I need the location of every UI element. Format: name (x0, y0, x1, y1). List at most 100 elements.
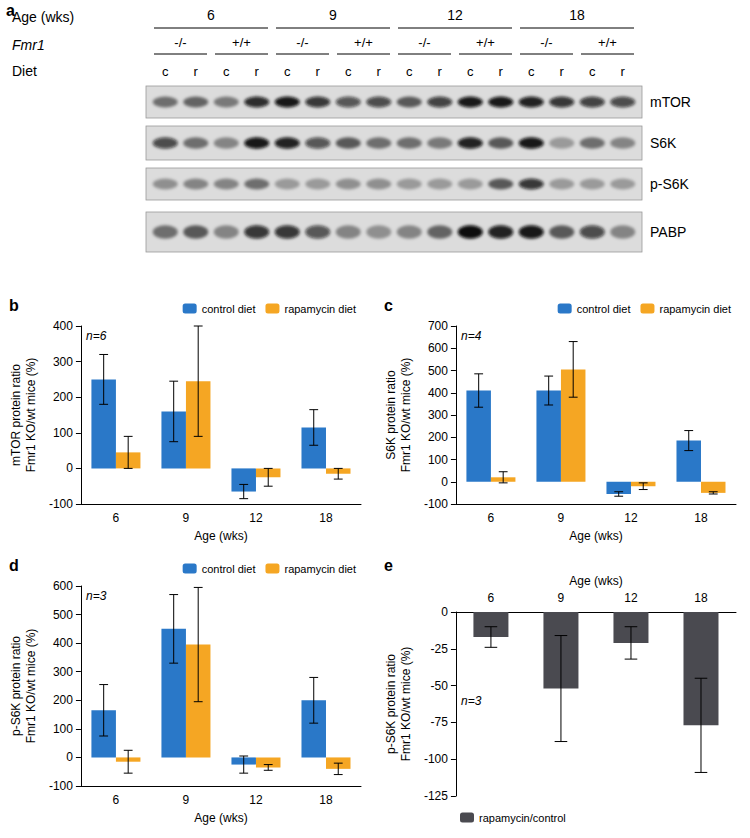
svg-text:PABP: PABP (650, 224, 686, 240)
svg-text:Diet: Diet (12, 63, 37, 79)
svg-text:S6K: S6K (650, 135, 677, 151)
svg-text:Fmr1 KO/wt mice (%): Fmr1 KO/wt mice (%) (24, 629, 38, 744)
svg-text:p-S6K protein ratio: p-S6K protein ratio (384, 654, 398, 754)
svg-text:rapamycin diet: rapamycin diet (659, 303, 731, 315)
svg-text:9: 9 (183, 511, 190, 525)
svg-text:Age (wks): Age (wks) (12, 9, 74, 25)
svg-text:-75: -75 (431, 715, 449, 729)
svg-text:0: 0 (66, 461, 73, 475)
svg-text:12: 12 (249, 511, 263, 525)
svg-text:r: r (560, 64, 565, 79)
svg-text:300: 300 (428, 408, 448, 422)
svg-text:9: 9 (558, 511, 565, 525)
svg-text:-100: -100 (424, 497, 448, 511)
svg-text:r: r (316, 64, 321, 79)
svg-text:0: 0 (441, 605, 448, 619)
svg-text:control diet: control diet (202, 563, 256, 575)
svg-text:control diet: control diet (577, 303, 631, 315)
svg-text:n=3: n=3 (86, 589, 107, 603)
svg-text:c: c (467, 64, 474, 79)
svg-text:d: d (9, 557, 19, 574)
svg-text:b: b (9, 297, 19, 314)
svg-text:e: e (384, 557, 393, 574)
svg-text:rapamycin diet: rapamycin diet (284, 303, 356, 315)
svg-text:+/+: +/+ (476, 35, 495, 50)
svg-text:r: r (194, 64, 199, 79)
svg-text:n=6: n=6 (86, 329, 107, 343)
svg-text:r: r (438, 64, 443, 79)
svg-text:-25: -25 (431, 642, 449, 656)
svg-text:n=3: n=3 (461, 694, 482, 708)
svg-text:-100: -100 (424, 752, 448, 766)
svg-text:500: 500 (53, 608, 73, 622)
svg-text:6: 6 (488, 591, 495, 605)
svg-text:9: 9 (183, 793, 190, 807)
svg-text:p-S6K: p-S6K (650, 176, 690, 192)
svg-text:c: c (589, 64, 596, 79)
svg-text:c: c (284, 64, 291, 79)
svg-text:-/-: -/- (174, 35, 186, 50)
svg-text:c: c (223, 64, 230, 79)
svg-text:+/+: +/+ (598, 35, 617, 50)
svg-text:18: 18 (569, 7, 585, 23)
svg-text:r: r (255, 64, 260, 79)
svg-text:c: c (345, 64, 352, 79)
svg-text:S6K protein ratio: S6K protein ratio (384, 370, 398, 460)
svg-text:-/-: -/- (418, 35, 430, 50)
svg-text:r: r (621, 64, 626, 79)
svg-text:c: c (162, 64, 169, 79)
svg-text:400: 400 (53, 319, 73, 333)
svg-text:mTOR: mTOR (650, 94, 691, 110)
svg-text:100: 100 (53, 426, 73, 440)
svg-text:0: 0 (66, 750, 73, 764)
svg-text:100: 100 (53, 722, 73, 736)
svg-text:400: 400 (53, 636, 73, 650)
svg-text:300: 300 (53, 665, 73, 679)
svg-text:rapamycin/control: rapamycin/control (479, 812, 566, 824)
svg-text:+/+: +/+ (232, 35, 251, 50)
svg-text:n=4: n=4 (461, 329, 482, 343)
svg-text:6: 6 (207, 7, 215, 23)
svg-text:12: 12 (624, 511, 638, 525)
svg-text:12: 12 (249, 793, 263, 807)
svg-text:Fmr1: Fmr1 (12, 37, 45, 53)
svg-text:Fmr1 KO/wt mice (%): Fmr1 KO/wt mice (%) (399, 647, 413, 762)
svg-text:c: c (406, 64, 413, 79)
svg-text:mTOR protein ratio: mTOR protein ratio (9, 364, 23, 466)
svg-text:18: 18 (319, 511, 333, 525)
svg-text:300: 300 (53, 355, 73, 369)
svg-text:12: 12 (447, 7, 463, 23)
svg-text:Age (wks): Age (wks) (569, 574, 622, 588)
svg-text:400: 400 (428, 386, 448, 400)
svg-text:Fmr1 KO/wt mice (%): Fmr1 KO/wt mice (%) (399, 358, 413, 473)
svg-text:p-S6K protein ratio: p-S6K protein ratio (9, 636, 23, 736)
svg-text:200: 200 (428, 430, 448, 444)
svg-text:200: 200 (53, 390, 73, 404)
svg-text:c: c (528, 64, 535, 79)
svg-text:Age (wks): Age (wks) (569, 529, 622, 543)
svg-text:6: 6 (113, 793, 120, 807)
svg-text:-100: -100 (49, 779, 73, 793)
svg-text:+/+: +/+ (354, 35, 373, 50)
svg-text:r: r (499, 64, 504, 79)
svg-text:18: 18 (694, 591, 708, 605)
svg-text:500: 500 (428, 364, 448, 378)
svg-text:-/-: -/- (540, 35, 552, 50)
svg-text:100: 100 (428, 453, 448, 467)
svg-text:Fmr1 KO/wt mice (%): Fmr1 KO/wt mice (%) (24, 358, 38, 473)
svg-text:18: 18 (319, 793, 333, 807)
svg-text:18: 18 (694, 511, 708, 525)
svg-text:700: 700 (428, 319, 448, 333)
svg-text:6: 6 (113, 511, 120, 525)
svg-text:600: 600 (428, 341, 448, 355)
svg-text:0: 0 (441, 475, 448, 489)
svg-text:6: 6 (488, 511, 495, 525)
svg-text:c: c (384, 297, 393, 314)
svg-text:-100: -100 (49, 497, 73, 511)
svg-text:rapamycin diet: rapamycin diet (284, 563, 356, 575)
svg-text:Age (wks): Age (wks) (194, 811, 247, 825)
svg-text:9: 9 (558, 591, 565, 605)
svg-text:12: 12 (624, 591, 638, 605)
svg-text:control diet: control diet (202, 303, 256, 315)
svg-text:r: r (377, 64, 382, 79)
